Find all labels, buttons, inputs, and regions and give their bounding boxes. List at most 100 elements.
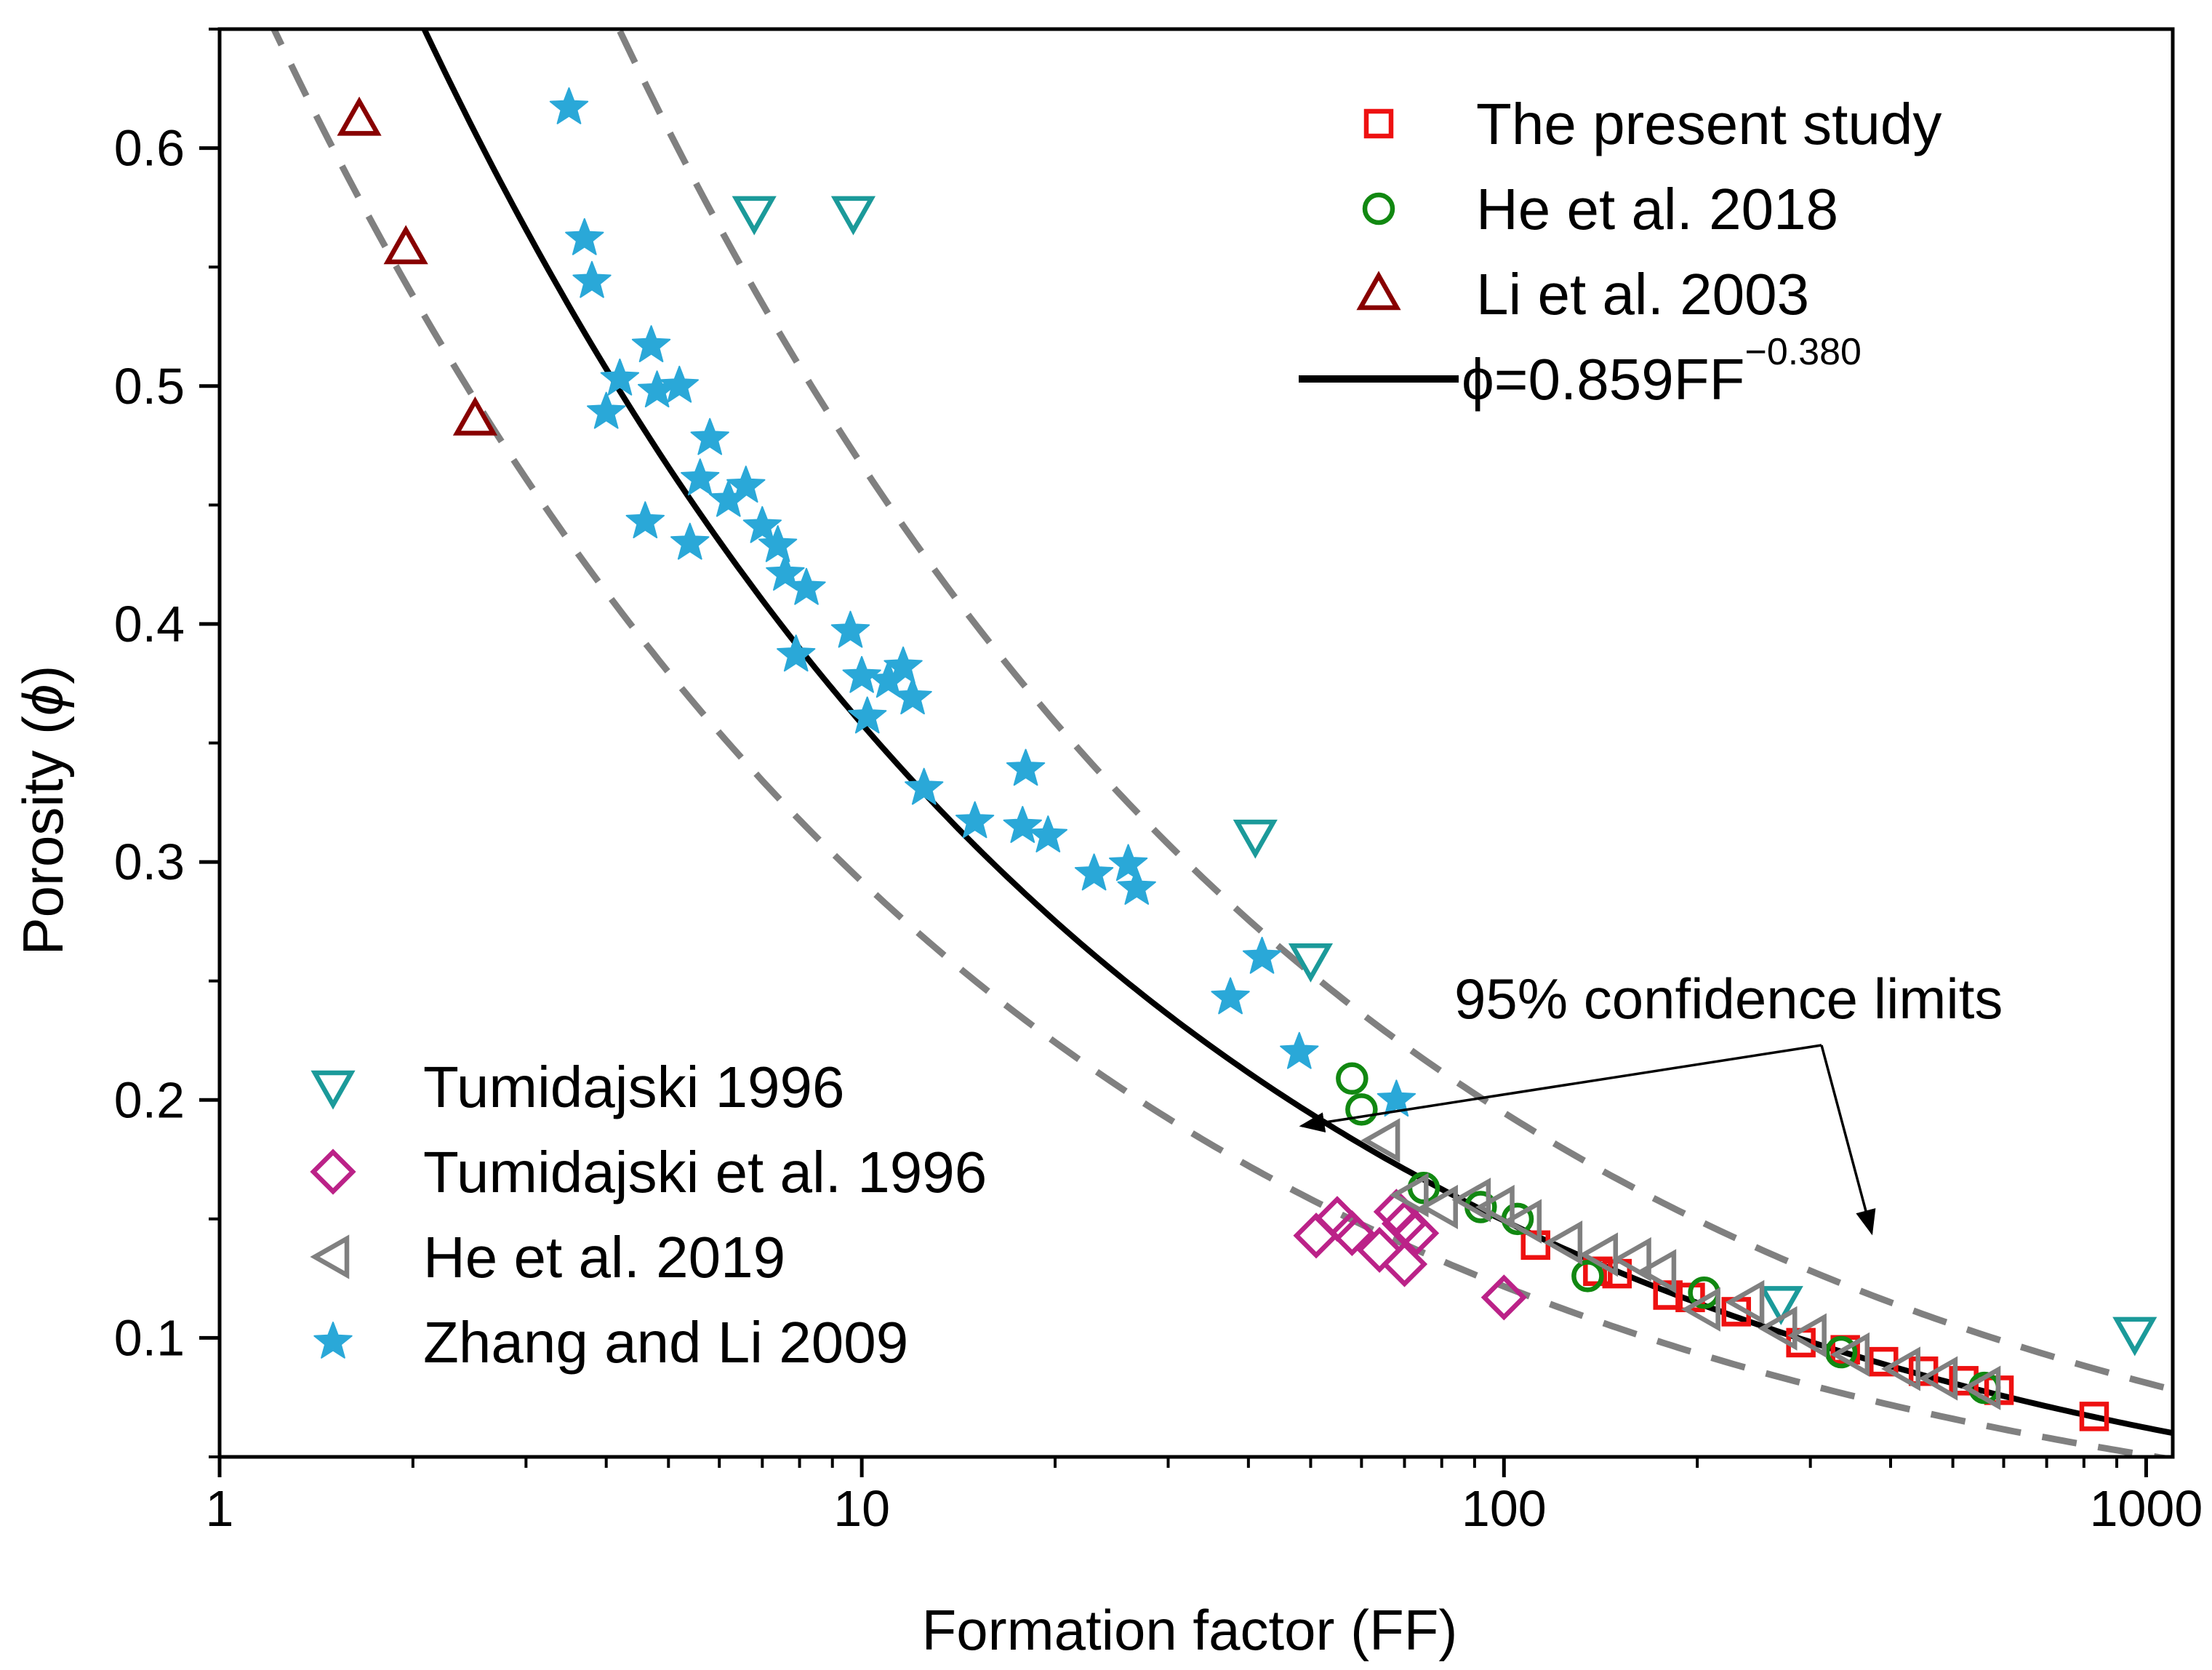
data-point bbox=[777, 634, 816, 672]
data-point bbox=[1028, 815, 1067, 852]
data-point bbox=[848, 696, 887, 734]
data-point bbox=[1117, 868, 1156, 905]
x-tick-label: 10 bbox=[833, 1480, 890, 1537]
annotation-arrow-left bbox=[1299, 1044, 1822, 1133]
confidence-lower-curve bbox=[270, 29, 2173, 1457]
data-point bbox=[955, 801, 995, 839]
data-point bbox=[1637, 1249, 1677, 1294]
data-point bbox=[1329, 1210, 1375, 1257]
legend-fit-main: ϕ=0.859FF bbox=[1462, 347, 1744, 412]
annotation: 95% confidence limits bbox=[1299, 967, 2003, 1236]
data-point bbox=[766, 554, 805, 591]
legend-marker bbox=[1362, 192, 1395, 225]
legend-label: Tumidajski et al. 1996 bbox=[423, 1140, 987, 1204]
data-point bbox=[1830, 1332, 1870, 1377]
x-tick-label: 1000 bbox=[2090, 1480, 2203, 1537]
data-point bbox=[1824, 1335, 1858, 1369]
data-point bbox=[1502, 1199, 1542, 1244]
y-tick-label: 0.3 bbox=[114, 834, 185, 890]
data-point bbox=[1475, 1184, 1515, 1230]
data-point bbox=[1242, 936, 1282, 974]
y-axis-title-prefix: Porosity ( bbox=[11, 716, 75, 955]
x-tick-label: 100 bbox=[1462, 1480, 1547, 1537]
data-point bbox=[905, 767, 944, 805]
y-tick-label: 0.1 bbox=[114, 1309, 185, 1366]
y-tick-label: 0.6 bbox=[114, 120, 185, 177]
y-tick-label: 0.2 bbox=[114, 1071, 185, 1128]
legend: The present study He et al. 2018 Li et al.… bbox=[310, 92, 1941, 1375]
legend-label: Li et al. 2003 bbox=[1476, 262, 1809, 327]
series-li-et-al-2003 bbox=[337, 96, 498, 436]
data-point bbox=[625, 501, 665, 539]
data-point bbox=[1758, 1306, 1798, 1351]
data-point bbox=[1074, 853, 1114, 891]
data-point bbox=[1345, 1093, 1378, 1126]
legend-label: He et al. 2018 bbox=[1476, 177, 1838, 241]
data-points bbox=[337, 87, 2157, 1431]
data-point bbox=[830, 196, 876, 236]
data-point bbox=[1758, 1286, 1803, 1325]
confidence-upper-curve bbox=[615, 29, 2173, 1393]
legend-fit-exponent: −0.380 bbox=[1744, 331, 1862, 373]
data-point bbox=[452, 396, 498, 436]
legend-marker bbox=[310, 1234, 350, 1279]
legend-marker bbox=[310, 1070, 356, 1110]
data-point bbox=[1653, 1280, 1683, 1310]
data-point bbox=[1336, 1062, 1369, 1095]
data-point bbox=[842, 655, 881, 693]
legend-fit-label: ϕ=0.859FF−0.380 bbox=[1462, 331, 1862, 412]
legend-label: The present study bbox=[1476, 92, 1941, 156]
data-point bbox=[2112, 1317, 2157, 1357]
fit-curve-layer bbox=[420, 29, 2173, 1437]
data-point bbox=[883, 646, 923, 684]
data-point bbox=[726, 466, 766, 503]
data-point bbox=[2079, 1402, 2109, 1431]
x-tick-label: 1 bbox=[206, 1480, 234, 1537]
series-tumidajski-1996 bbox=[732, 196, 2157, 1357]
data-point bbox=[1480, 1274, 1527, 1321]
confidence-limits bbox=[270, 29, 2173, 1457]
axes: 1 10 100 1000 0.1 0.2 0.3 0.4 0.5 0.6 bbox=[114, 27, 2203, 1537]
data-point bbox=[670, 522, 710, 560]
data-point bbox=[1006, 748, 1046, 786]
legend-label: He et al. 2019 bbox=[423, 1225, 785, 1290]
data-point bbox=[1356, 1226, 1403, 1273]
data-point bbox=[1211, 977, 1250, 1015]
data-point bbox=[1725, 1279, 1765, 1325]
data-point bbox=[1681, 1287, 1720, 1332]
data-point bbox=[732, 196, 777, 236]
confidence-annotation: 95% confidence limits bbox=[1454, 967, 2003, 1031]
data-point bbox=[1611, 1236, 1651, 1282]
data-point bbox=[681, 458, 720, 496]
data-point bbox=[893, 677, 932, 715]
y-axis-title: Porosity (ϕ) bbox=[11, 666, 75, 956]
legend-marker bbox=[310, 1148, 356, 1195]
data-point bbox=[337, 96, 382, 136]
data-point bbox=[1918, 1356, 1958, 1401]
data-point bbox=[690, 418, 729, 455]
data-point bbox=[587, 391, 626, 429]
data-point bbox=[787, 567, 826, 605]
data-point bbox=[1280, 1031, 1319, 1069]
data-point bbox=[1787, 1313, 1827, 1358]
data-point bbox=[549, 87, 589, 124]
data-point bbox=[1579, 1232, 1619, 1277]
x-axis-title: Formation factor (FF) bbox=[922, 1598, 1458, 1662]
legend-marker bbox=[1363, 108, 1394, 139]
data-point bbox=[742, 506, 782, 543]
data-point bbox=[1389, 1172, 1429, 1218]
legend-label: Tumidajski 1996 bbox=[423, 1055, 845, 1119]
y-tick-label: 0.5 bbox=[114, 358, 185, 415]
legend-label: Zhang and Li 2009 bbox=[423, 1310, 908, 1375]
legend-marker bbox=[313, 1322, 353, 1359]
data-point bbox=[565, 217, 604, 255]
legend-marker bbox=[1356, 271, 1401, 311]
series-he-et-al-2019 bbox=[1361, 1118, 2001, 1410]
data-point bbox=[1392, 1210, 1440, 1257]
data-point bbox=[758, 525, 798, 562]
data-point bbox=[600, 358, 640, 396]
data-point bbox=[830, 610, 870, 648]
data-point bbox=[1881, 1346, 1920, 1391]
